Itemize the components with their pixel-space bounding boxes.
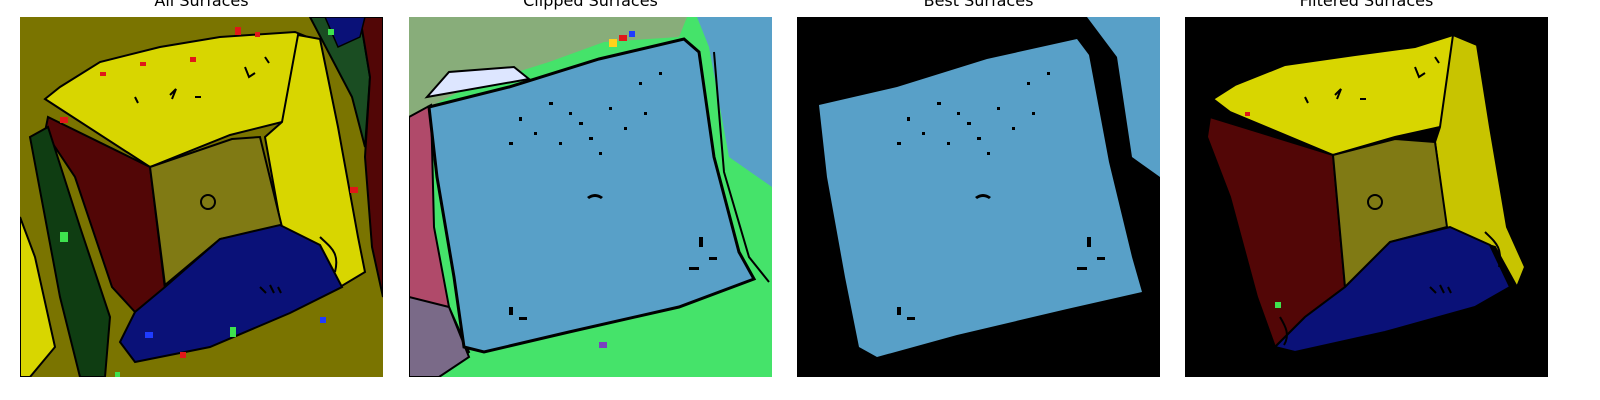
panel-best-surfaces: Best Surfaces xyxy=(797,0,1160,400)
panel-title: All Surfaces xyxy=(154,0,249,10)
panel-all-surfaces: All Surfaces xyxy=(20,0,383,400)
panel-filtered-surfaces: Filtered Surfaces xyxy=(1185,0,1548,400)
panel-clipped-surfaces: Clipped Surfaces xyxy=(409,0,772,400)
best-surfaces-image xyxy=(797,17,1160,377)
filtered-surfaces-image xyxy=(1185,17,1548,377)
all-surfaces-image xyxy=(20,17,383,377)
clipped-surfaces-image xyxy=(409,17,772,377)
panel-title: Filtered Surfaces xyxy=(1299,0,1434,10)
panel-title: Best Surfaces xyxy=(923,0,1034,10)
panel-title: Clipped Surfaces xyxy=(523,0,658,10)
